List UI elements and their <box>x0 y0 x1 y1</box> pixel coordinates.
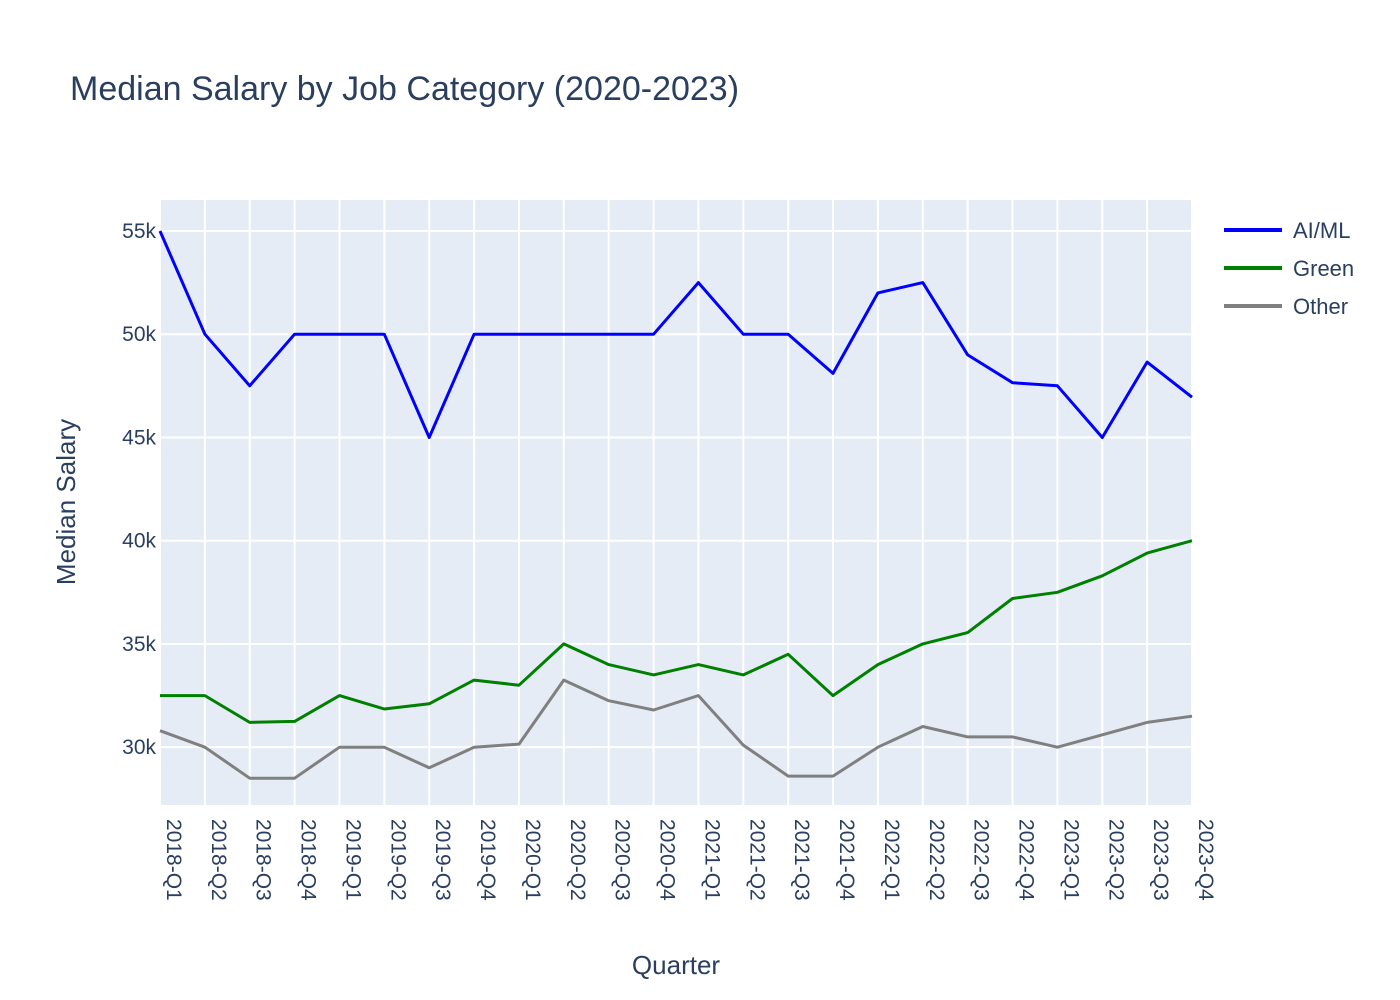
chart-title: Median Salary by Job Category (2020-2023… <box>70 70 739 108</box>
y-axis-title: Median Salary <box>51 419 81 585</box>
x-tick-label: 2019-Q1 <box>341 819 364 901</box>
y-axis-ticks: 30k 35k 40k 45k 50k 55k <box>122 220 156 759</box>
series-line-ai-ml[interactable] <box>158 230 1193 439</box>
legend-label: Green <box>1293 256 1354 281</box>
plot-area <box>160 200 1192 805</box>
x-tick-label: 2018-Q2 <box>207 819 230 901</box>
x-tick-label: 2021-Q3 <box>790 819 813 901</box>
series-lines <box>158 230 1193 780</box>
legend[interactable]: AI/ML Green Other <box>1224 218 1354 319</box>
y-tick-label: 30k <box>122 736 156 759</box>
x-tick-label: 2022-Q1 <box>880 819 903 901</box>
series-line-other[interactable] <box>159 678 1193 780</box>
x-tick-label: 2018-Q4 <box>297 819 320 901</box>
y-tick-label: 45k <box>122 426 156 449</box>
x-tick-label: 2018-Q1 <box>162 819 185 901</box>
x-tick-label: 2020-Q2 <box>566 819 589 901</box>
y-tick-label: 40k <box>122 530 156 553</box>
legend-label: Other <box>1293 294 1348 319</box>
x-tick-label: 2018-Q3 <box>252 819 275 901</box>
x-tick-label: 2019-Q2 <box>386 819 409 901</box>
x-tick-label: 2022-Q4 <box>1015 819 1038 901</box>
x-tick-label: 2022-Q3 <box>970 819 993 901</box>
x-axis-title: Quarter <box>632 950 720 980</box>
x-axis-ticks: 2018-Q1 2018-Q2 2018-Q3 2018-Q4 2019-Q1 2019-… <box>162 819 1217 901</box>
x-tick-label: 2023-Q4 <box>1194 819 1217 901</box>
series-line-green[interactable] <box>160 539 1193 724</box>
x-tick-label: 2023-Q1 <box>1059 819 1082 901</box>
legend-item-ai-ml[interactable]: AI/ML <box>1224 218 1350 243</box>
x-tick-label: 2021-Q2 <box>745 819 768 901</box>
x-tick-label: 2021-Q4 <box>835 819 858 901</box>
legend-item-green[interactable]: Green <box>1224 256 1354 281</box>
legend-label: AI/ML <box>1293 218 1350 243</box>
x-tick-label: 2023-Q3 <box>1149 819 1172 901</box>
y-tick-label: 55k <box>122 220 156 243</box>
x-tick-label: 2020-Q3 <box>611 819 634 901</box>
x-tick-label: 2019-Q4 <box>476 819 499 901</box>
y-tick-label: 35k <box>122 633 156 656</box>
x-tick-label: 2021-Q1 <box>700 819 723 901</box>
x-tick-label: 2020-Q4 <box>656 819 679 901</box>
x-tick-label: 2020-Q1 <box>521 819 544 901</box>
x-tick-label: 2023-Q2 <box>1104 819 1127 901</box>
x-tick-label: 2022-Q2 <box>925 819 948 901</box>
grid <box>159 200 1193 805</box>
y-tick-label: 50k <box>122 323 156 346</box>
legend-item-other[interactable]: Other <box>1224 294 1348 319</box>
x-tick-label: 2019-Q3 <box>431 819 454 901</box>
